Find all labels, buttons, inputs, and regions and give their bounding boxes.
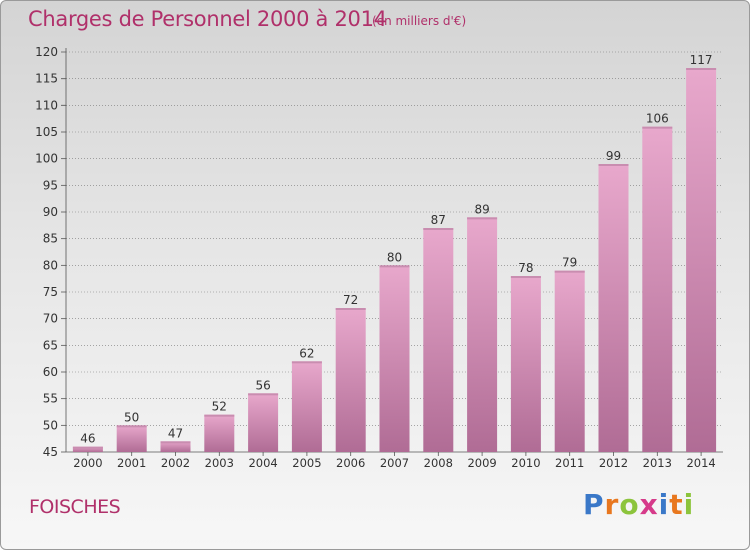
x-tick-label-2005: 2005 [292,456,321,470]
bar-2014 [686,68,717,452]
value-label-2012: 99 [606,149,621,163]
y-tick-label: 70 [43,312,58,326]
value-label-2005: 62 [299,346,314,360]
commune-name: FOISCHES [29,496,121,518]
y-tick-label: 120 [35,45,58,59]
bar-top-edge [467,217,498,220]
y-tick-label: 95 [43,178,58,192]
value-label-2006: 72 [343,293,358,307]
x-tick-label-2011: 2011 [555,456,584,470]
value-label-2002: 47 [168,426,183,440]
value-label-2011: 79 [562,256,577,270]
bar-2000 [72,446,103,452]
bar-top-edge [335,308,366,310]
bar-2002 [160,441,191,452]
bar-2004 [248,393,279,452]
bar-top-edge [160,441,191,444]
chart-subtitle: (en milliers d'€) [372,14,467,28]
bar-top-edge [248,393,279,396]
bar-2003 [204,414,235,452]
bar-top-edge [204,414,235,417]
x-tick-label-2004: 2004 [248,456,277,470]
x-tick-label-2007: 2007 [380,456,409,470]
x-tick-label-2006: 2006 [336,456,365,470]
y-tick-label: 105 [35,125,58,139]
y-tick-label: 80 [43,258,58,272]
x-tick-label-2008: 2008 [424,456,453,470]
value-label-2009: 89 [474,202,489,216]
bar-top-edge [686,68,717,70]
bar-top-edge [423,228,454,230]
bar-2006 [335,308,366,452]
logo-letter: i [683,488,695,521]
y-tick-label: 55 [43,392,58,406]
logo-letter: P [583,488,605,521]
value-label-2010: 78 [518,261,533,275]
value-label-2013: 106 [646,112,669,126]
bar-2009 [467,217,498,452]
bar-2008 [423,228,454,452]
y-tick-label: 85 [43,232,58,246]
y-tick-label: 100 [35,152,58,166]
bar-2005 [291,361,322,452]
value-label-2014: 117 [690,53,713,67]
logo-letter: r [604,488,620,521]
value-label-2004: 56 [255,378,270,392]
x-tick-label-2001: 2001 [117,456,146,470]
value-label-2000: 46 [80,432,95,446]
bar-top-edge [554,270,585,273]
proxiti-logo: Proxiti [583,488,694,521]
bar-2007 [379,265,410,452]
bar-top-edge [598,164,629,166]
logo-letter: i [658,488,670,521]
y-tick-label: 75 [43,285,58,299]
bar-top-edge [379,265,410,268]
x-tick-label-2014: 2014 [686,456,715,470]
bar-top-edge [72,446,103,449]
logo-letter: o [619,488,640,521]
bar-top-edge [510,276,541,278]
value-label-2003: 52 [212,400,227,414]
y-tick-label: 115 [35,72,58,86]
y-tick-label: 110 [35,98,58,112]
y-tick-label: 60 [43,365,58,379]
y-tick-label: 90 [43,205,58,219]
bar-top-edge [642,126,673,129]
bar-2001 [116,425,147,452]
y-tick-label: 65 [43,338,58,352]
value-label-2007: 80 [387,250,402,264]
bar-2013 [642,126,673,453]
value-label-2008: 87 [431,213,446,227]
x-tick-label-2012: 2012 [599,456,628,470]
bar-top-edge [116,425,147,428]
x-tick-label-2002: 2002 [161,456,190,470]
value-label-2001: 50 [124,410,139,424]
x-tick-label-2009: 2009 [467,456,496,470]
x-tick-label-2010: 2010 [511,456,540,470]
logo-letter: t [669,488,684,521]
logo-letter: x [639,488,659,521]
x-tick-label-2013: 2013 [643,456,672,470]
x-tick-label-2000: 2000 [73,456,102,470]
bar-2010 [510,276,541,452]
chart-title: Charges de Personnel 2000 à 2014 [28,7,387,31]
bar-2011 [554,270,585,452]
bar-top-edge [291,361,322,364]
y-tick-label: 50 [43,418,58,432]
bar-2012 [598,164,629,452]
y-tick-label: 45 [43,445,58,459]
x-tick-label-2003: 2003 [205,456,234,470]
